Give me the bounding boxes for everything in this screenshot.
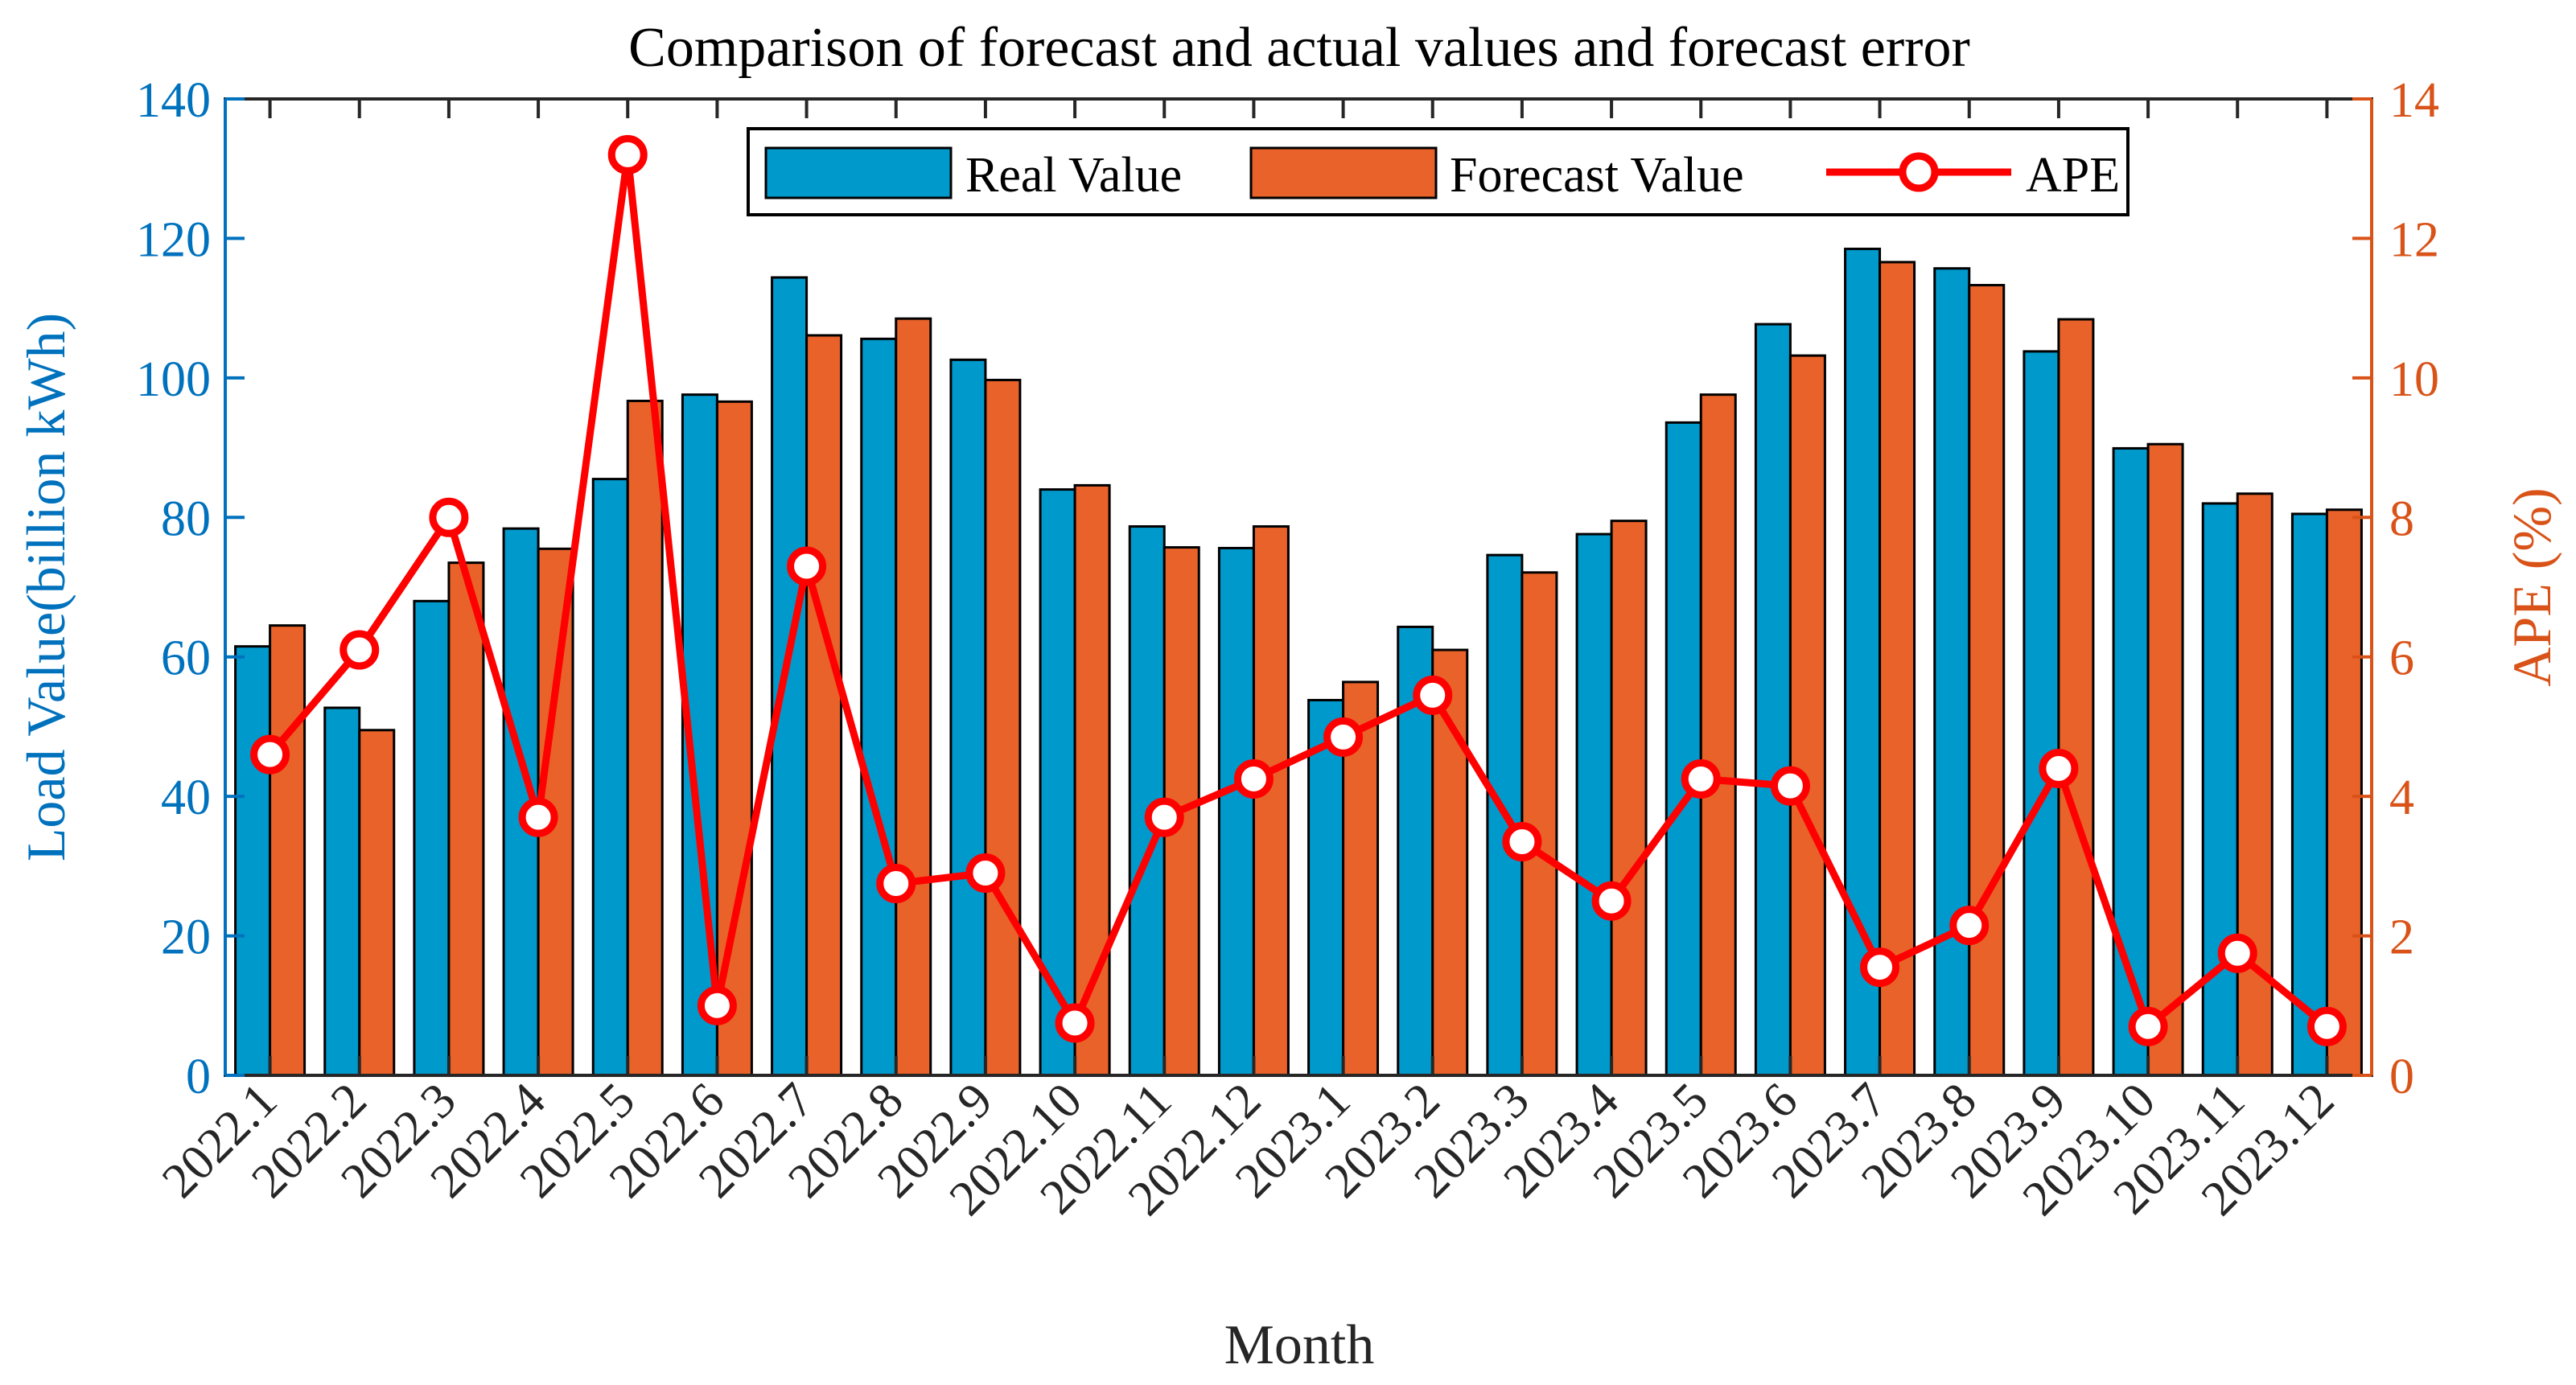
left-axis-tick-label: 60: [161, 631, 211, 686]
ape-marker: [1681, 758, 1721, 799]
right-axis-tick-label: 6: [2389, 631, 2414, 686]
bar-forecast-value: [269, 624, 307, 1077]
ape-marker: [1860, 947, 1900, 988]
ape-marker: [2217, 933, 2257, 973]
bar-forecast-value: [2146, 442, 2184, 1077]
ape-marker: [518, 797, 558, 837]
ape-marker: [787, 546, 827, 586]
bar-forecast-value: [1252, 525, 1290, 1077]
left-axis-tick-label: 100: [136, 352, 211, 407]
right-axis: 0 2 4 6 8 10 12 14: [2352, 73, 2439, 1104]
bar-real-value: [949, 358, 987, 1077]
bar-real-value: [2023, 350, 2060, 1077]
ape-marker: [1502, 822, 1542, 862]
ape-marker: [965, 853, 1006, 894]
bar-forecast-value: [447, 561, 485, 1077]
ape-marker: [1413, 675, 1453, 715]
right-axis-tick-label: 2: [2389, 910, 2414, 965]
bar-forecast-value: [2236, 492, 2274, 1077]
legend-swatch-forecast: [1249, 146, 1438, 199]
bar-real-value: [2201, 502, 2239, 1077]
right-axis-tick-label: 14: [2389, 73, 2439, 128]
left-axis-tick-label: 0: [186, 1050, 211, 1104]
bar-forecast-value: [358, 729, 396, 1077]
right-axis-tick-label: 0: [2389, 1050, 2414, 1104]
left-axis: 0 20 40 60 80 100 120 140: [136, 73, 245, 1104]
ape-marker: [1949, 906, 1990, 946]
bar-real-value: [860, 337, 898, 1077]
bars-layer: [234, 247, 2363, 1077]
bar-forecast-value: [1699, 393, 1737, 1077]
right-axis-tick-label: 12: [2389, 212, 2439, 267]
left-axis-tick-label: 40: [161, 771, 211, 825]
left-axis-tick-label: 140: [136, 73, 211, 128]
ape-marker: [2128, 1006, 2168, 1046]
y-axis-left-label: Load Value(billion kWh): [15, 313, 76, 861]
right-axis-tick-label: 8: [2389, 491, 2414, 546]
ape-marker: [2306, 1006, 2347, 1046]
bar-forecast-value: [895, 317, 932, 1077]
bar-real-value: [323, 706, 361, 1077]
bar-real-value: [1307, 698, 1345, 1077]
ape-marker: [1055, 1003, 1095, 1043]
ape-marker: [697, 985, 737, 1025]
legend-swatch-real: [764, 146, 953, 199]
bar-real-value: [1665, 421, 1702, 1077]
ape-marker: [1144, 797, 1184, 837]
bar-forecast-value: [2325, 508, 2363, 1077]
x-axis-label: Month: [1224, 1314, 1375, 1376]
bar-forecast-value: [805, 334, 843, 1077]
bar-forecast-value: [1788, 354, 1826, 1077]
bar-real-value: [2290, 512, 2328, 1077]
ape-marker: [1770, 766, 1810, 806]
ape-marker: [607, 134, 648, 175]
bar-forecast-value: [984, 378, 1022, 1077]
ape-marker: [876, 864, 916, 904]
legend-swatch-ape-marker: [1899, 152, 1939, 192]
bar-forecast-value: [1610, 520, 1648, 1077]
right-axis-tick-label: 4: [2389, 771, 2414, 825]
chart-title: Comparison of forecast and actual values…: [628, 17, 1970, 79]
bar-real-value: [1217, 546, 1255, 1077]
ape-marker: [2039, 748, 2079, 788]
bar-real-value: [591, 478, 629, 1077]
ape-marker: [429, 497, 469, 537]
bar-real-value: [1754, 323, 1792, 1077]
bar-real-value: [234, 645, 272, 1077]
bar-real-value: [1575, 532, 1613, 1077]
ape-marker: [1233, 758, 1274, 799]
bar-forecast-value: [626, 399, 664, 1077]
ape-line: [267, 150, 2330, 1030]
bar-real-value: [771, 276, 809, 1077]
left-axis-tick-label: 20: [161, 910, 211, 965]
legend-label-real: Real Value: [965, 148, 1182, 203]
right-axis-tick-label: 10: [2389, 352, 2439, 407]
bar-real-value: [1933, 267, 1971, 1077]
left-axis-tick-label: 120: [136, 212, 211, 267]
bar-real-value: [413, 599, 451, 1077]
left-axis-tick-label: 80: [161, 491, 211, 546]
bar-forecast-value: [2057, 318, 2095, 1077]
y-axis-right-label: APE (%): [2501, 487, 2562, 686]
legend-label-forecast: Forecast Value: [1450, 148, 1744, 203]
legend-label-ape: APE: [2026, 148, 2120, 203]
ape-marker: [339, 630, 380, 670]
ape-marker: [1323, 717, 1364, 757]
ape-marker: [250, 734, 290, 775]
legend: Real Value Forecast Value APE: [747, 127, 2130, 216]
bar-forecast-value: [1968, 284, 2006, 1077]
ape-line-layer: [250, 134, 2347, 1046]
ape-marker: [1591, 881, 1632, 921]
